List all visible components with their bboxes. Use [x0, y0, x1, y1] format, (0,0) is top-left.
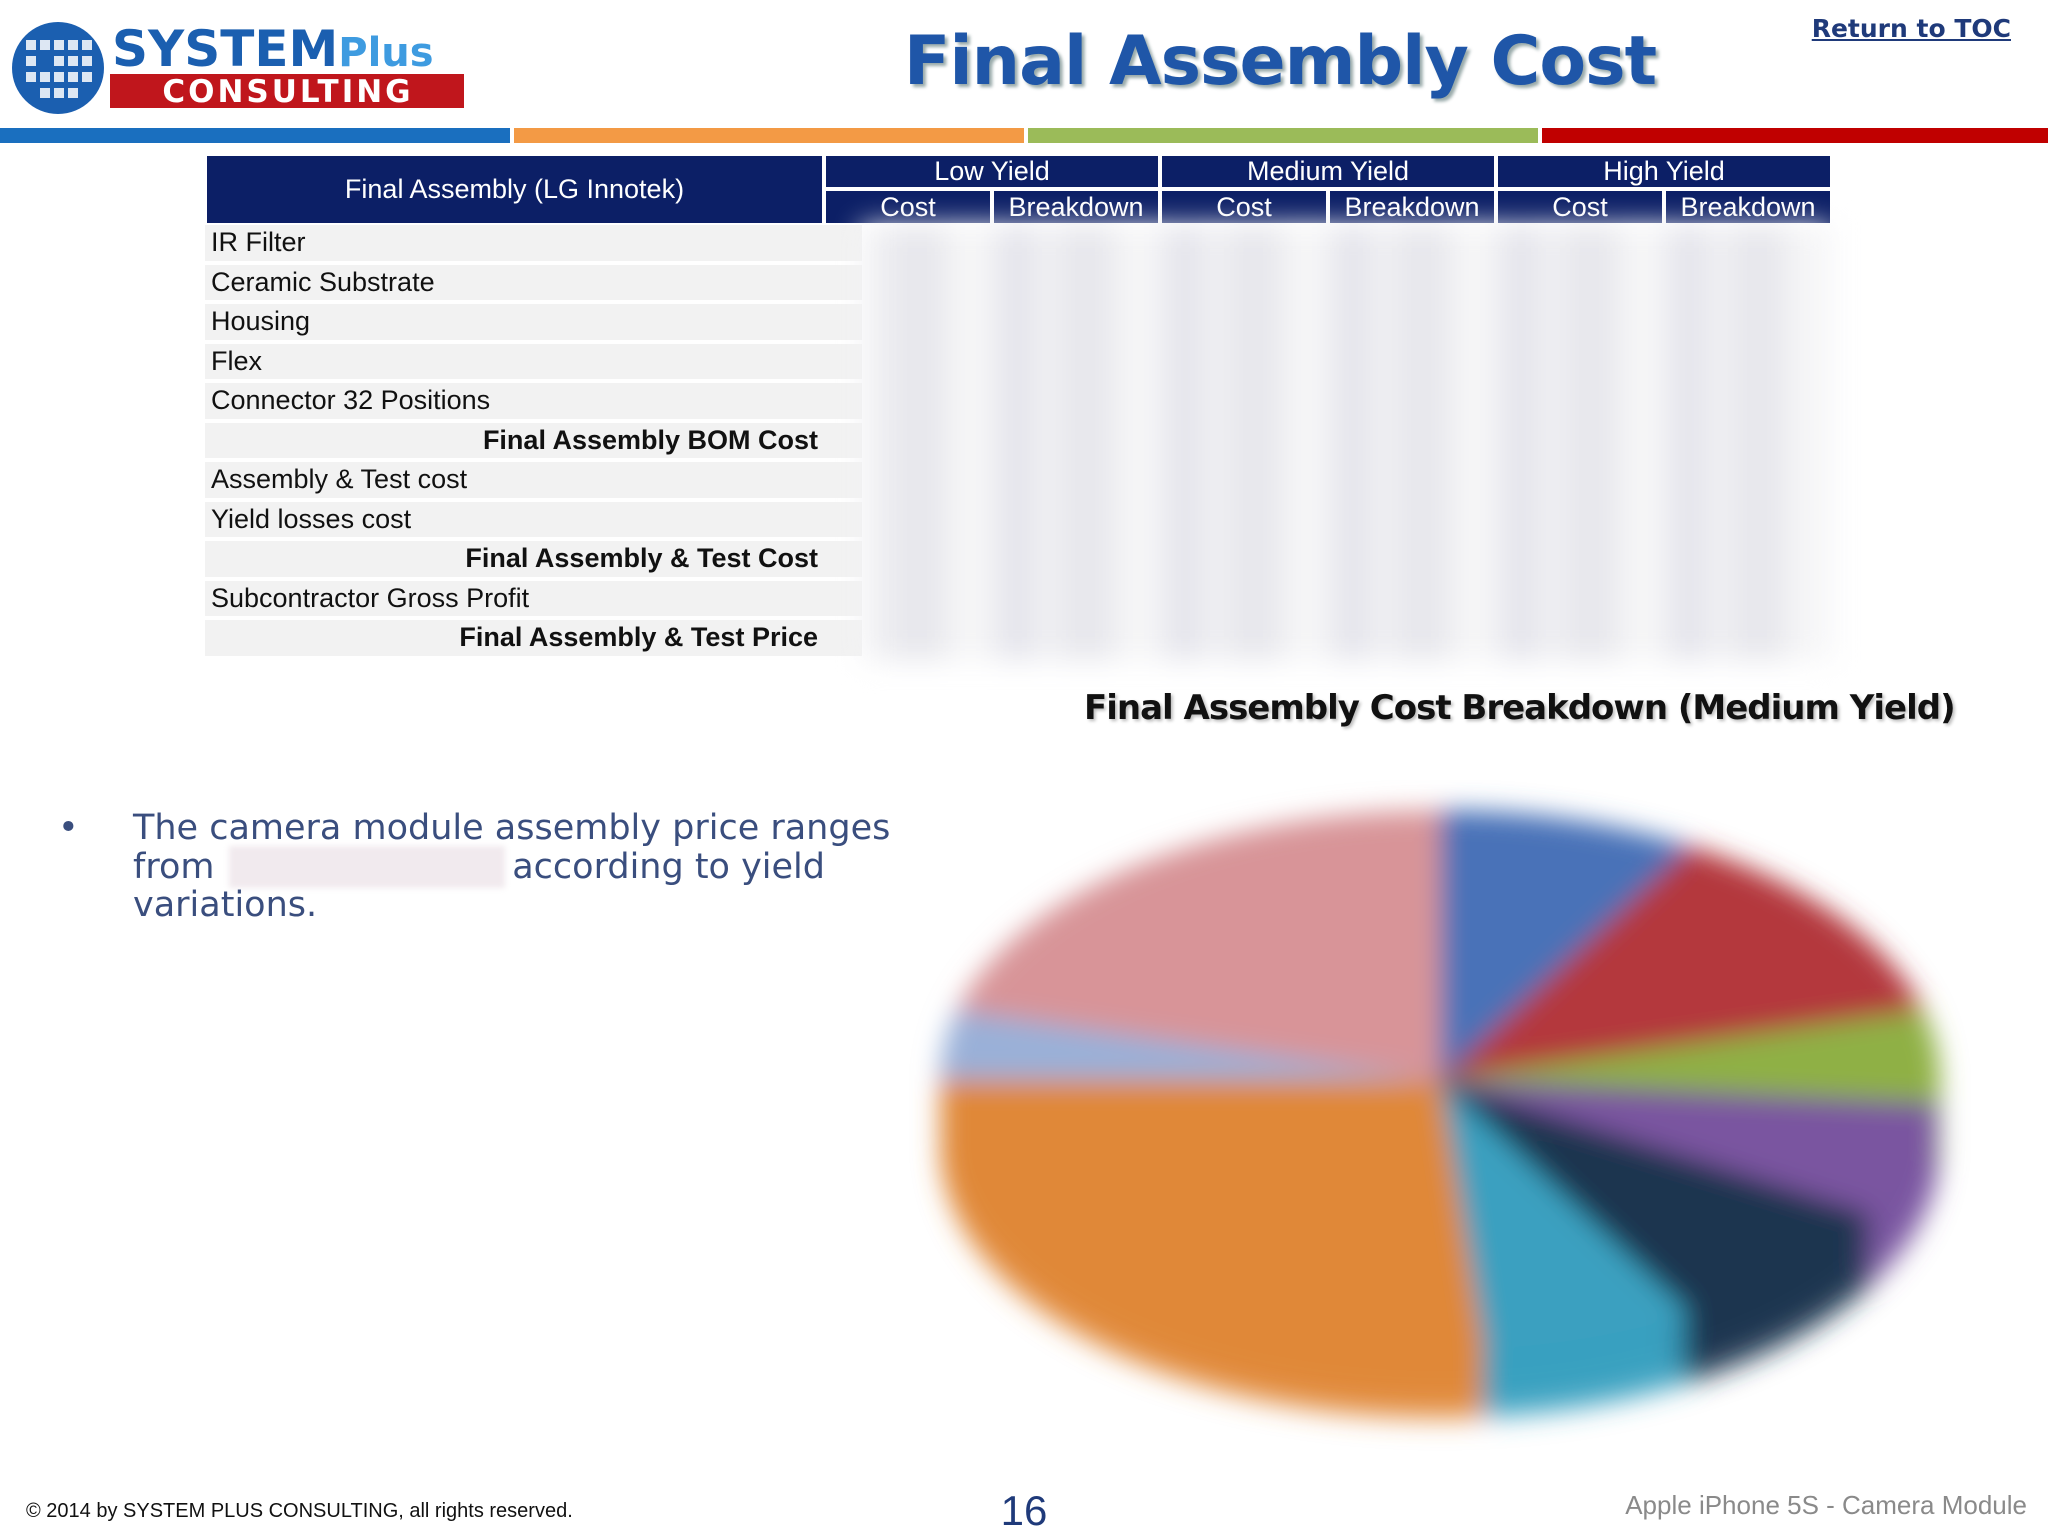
- logo-word1: SYSTEM: [112, 20, 338, 78]
- sub-header: Breakdown: [992, 189, 1160, 225]
- bullet-text: variations.: [133, 885, 318, 925]
- group-header: Medium Yield: [1160, 154, 1496, 189]
- sub-header: Breakdown: [1664, 189, 1832, 225]
- bullet-dot: •: [58, 808, 79, 848]
- row-label: Yield losses cost: [205, 501, 862, 541]
- color-bar: [0, 128, 510, 143]
- row-label: Housing: [205, 304, 862, 344]
- color-bar: [514, 128, 1024, 143]
- copyright: © 2014 by SYSTEM PLUS CONSULTING, all ri…: [26, 1500, 573, 1522]
- color-bar: [1028, 128, 1538, 143]
- pie-shape: [1440, 846, 1923, 1080]
- row-label: Final Assembly BOM Cost: [205, 422, 862, 462]
- page-number: 16: [1000, 1487, 1048, 1534]
- doc-name: Apple iPhone 5S - Camera Module: [1625, 1490, 2027, 1520]
- sub-header: Cost: [824, 189, 992, 225]
- logo-grid: [26, 40, 92, 98]
- bullet-text: according to yield: [512, 847, 825, 887]
- row-label: Connector 32 Positions: [205, 383, 862, 423]
- sub-header: Breakdown: [1328, 189, 1496, 225]
- group-header: Low Yield: [824, 154, 1160, 189]
- pie-shape: [1440, 1080, 1874, 1314]
- blurred-pie: [940, 810, 1940, 1420]
- sub-header: Cost: [1496, 189, 1664, 225]
- logo: SYSTEMPlus CONSULTING: [12, 20, 464, 114]
- row-label: Ceramic Substrate: [205, 264, 862, 304]
- group-header: High Yield: [1496, 154, 1832, 189]
- color-bar: [1542, 128, 2048, 143]
- row-label: Subcontractor Gross Profit: [205, 580, 862, 620]
- pie-shape: [1440, 1080, 1939, 1215]
- chart-title: Final Assembly Cost Breakdown (Medium Yi…: [1084, 688, 1956, 728]
- bullet-text: The camera module assembly price ranges: [133, 808, 891, 848]
- pie-shape: [957, 810, 1440, 1080]
- logo-globe: [12, 22, 104, 114]
- slide-title: Final Assembly Cost: [903, 22, 1657, 101]
- logo-word: SYSTEMPlus: [112, 20, 434, 78]
- pie-shape: [940, 1080, 1484, 1350]
- pie-shape: [1440, 810, 1690, 1080]
- bullet-text: from: [133, 847, 215, 887]
- blurred-range: [229, 846, 505, 888]
- row-label: Flex: [205, 343, 862, 383]
- pie-chart: [940, 810, 1940, 1420]
- logo-word2: Plus: [338, 30, 433, 76]
- row-label: Assembly & Test cost: [205, 462, 862, 502]
- blurred-values: [862, 225, 1831, 660]
- toc-link[interactable]: Return to TOC: [1811, 14, 2011, 43]
- table-corner: Final Assembly (LG Innotek): [205, 154, 824, 225]
- pie-shape: [1440, 1010, 1940, 1104]
- pie-shape: [940, 1010, 1440, 1080]
- logo-consulting: CONSULTING: [162, 74, 413, 110]
- row-label: Final Assembly & Test Cost: [205, 541, 862, 581]
- sub-header: Cost: [1160, 189, 1328, 225]
- logo-band: [110, 74, 464, 108]
- row-label: IR Filter: [205, 225, 862, 265]
- pie-shape: [1440, 1080, 1690, 1349]
- row-label: Final Assembly & Test Price: [205, 620, 862, 660]
